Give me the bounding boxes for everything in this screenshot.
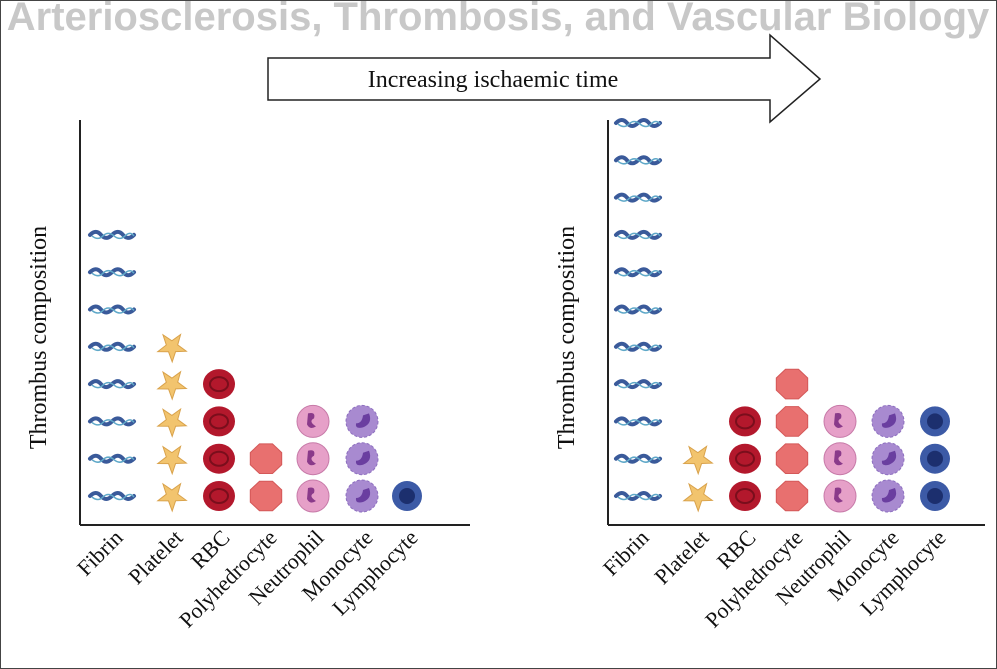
rbc-icon [729, 443, 761, 474]
icon-column [156, 333, 188, 513]
polyhedrocyte-icon [775, 443, 809, 474]
fibrin-strand [91, 232, 135, 240]
platelet-icon [156, 445, 188, 476]
neutrophil-nucleus [307, 450, 316, 466]
polyhedrocyte-icon [775, 406, 809, 437]
icon-column [392, 481, 422, 511]
neutrophil-icon [296, 442, 330, 476]
fibrin-strand [617, 158, 661, 165]
icon-column [88, 229, 136, 501]
fibrin-strand [617, 195, 661, 202]
neutrophil-icon [296, 479, 330, 513]
rbc-center [209, 413, 229, 430]
lymphocyte-nucleus [399, 488, 415, 504]
fibrin-strand [91, 456, 135, 463]
fibrin-strand [617, 307, 661, 314]
icon-column [823, 404, 857, 513]
rbc-center [735, 488, 755, 504]
rbc-icon [729, 481, 761, 511]
platelet-icon [156, 370, 188, 401]
fibrin-strand [91, 419, 135, 426]
fibrin-strand [617, 456, 661, 463]
neutrophil-nucleus [834, 487, 843, 503]
fibrin-strand [617, 381, 661, 389]
icon-column [682, 445, 714, 513]
fibrin-strand [91, 344, 135, 352]
lymphocyte-nucleus [927, 450, 943, 467]
icon-column [729, 406, 761, 511]
icon-column [614, 118, 662, 501]
arrow-label: Increasing ischaemic time [368, 67, 619, 93]
icon-column [345, 404, 379, 513]
y-axis-label: Thrombus composition [26, 226, 52, 449]
watermark: Arteriosclerosis, Thrombosis, and Vascul… [7, 0, 990, 39]
neutrophil-icon [823, 479, 857, 513]
neutrophil-nucleus [307, 487, 316, 503]
fibrin-strand [617, 120, 661, 128]
monocyte-nucleus [881, 413, 897, 428]
rbc-center [209, 488, 229, 504]
platelet-icon [156, 482, 188, 513]
neutrophil-nucleus [834, 412, 843, 428]
monocyte-nucleus [881, 450, 897, 466]
polyhedrocyte-icon [775, 368, 809, 400]
fibrin-strand [617, 419, 661, 426]
icon-column [249, 443, 283, 512]
fibrin-strand [91, 307, 135, 314]
fibrin-strand [91, 269, 135, 277]
icon-column [775, 368, 809, 512]
rbc-center [209, 376, 229, 393]
platelet-icon [682, 445, 714, 476]
rbc-icon [729, 406, 761, 437]
fibrin-strand [617, 232, 661, 240]
icon-column [920, 406, 950, 511]
lymphocyte-nucleus [927, 413, 943, 430]
polyhedrocyte-icon [249, 480, 283, 512]
neutrophil-icon [823, 442, 857, 476]
time-arrow [267, 33, 822, 124]
neutrophil-icon [296, 404, 330, 438]
platelet-icon [156, 333, 188, 364]
y-axis-label: Thrombus composition [554, 226, 580, 449]
polyhedrocyte-icon [249, 443, 283, 474]
monocyte-nucleus [881, 488, 897, 503]
icon-column [296, 404, 330, 513]
lymphocyte-nucleus [927, 488, 943, 504]
fibrin-strand [617, 493, 661, 501]
monocyte-nucleus [355, 488, 371, 503]
rbc-icon [203, 481, 235, 511]
monocyte-nucleus [355, 413, 371, 428]
neutrophil-icon [823, 404, 857, 438]
monocyte-nucleus [355, 450, 371, 466]
neutrophil-nucleus [834, 450, 843, 466]
fibrin-strand [617, 269, 661, 277]
icon-column [871, 404, 905, 513]
neutrophil-nucleus [307, 412, 316, 428]
fibrin-strand [91, 381, 135, 389]
rbc-center [735, 413, 755, 430]
rbc-center [209, 450, 229, 467]
rbc-icon [203, 443, 235, 474]
fibrin-strand [617, 344, 661, 352]
platelet-icon [156, 407, 188, 438]
rbc-center [735, 450, 755, 467]
icon-column [203, 369, 235, 511]
rbc-icon [203, 369, 235, 400]
rbc-icon [203, 406, 235, 437]
polyhedrocyte-icon [775, 480, 809, 512]
platelet-icon [682, 482, 714, 513]
fibrin-strand [91, 493, 135, 501]
